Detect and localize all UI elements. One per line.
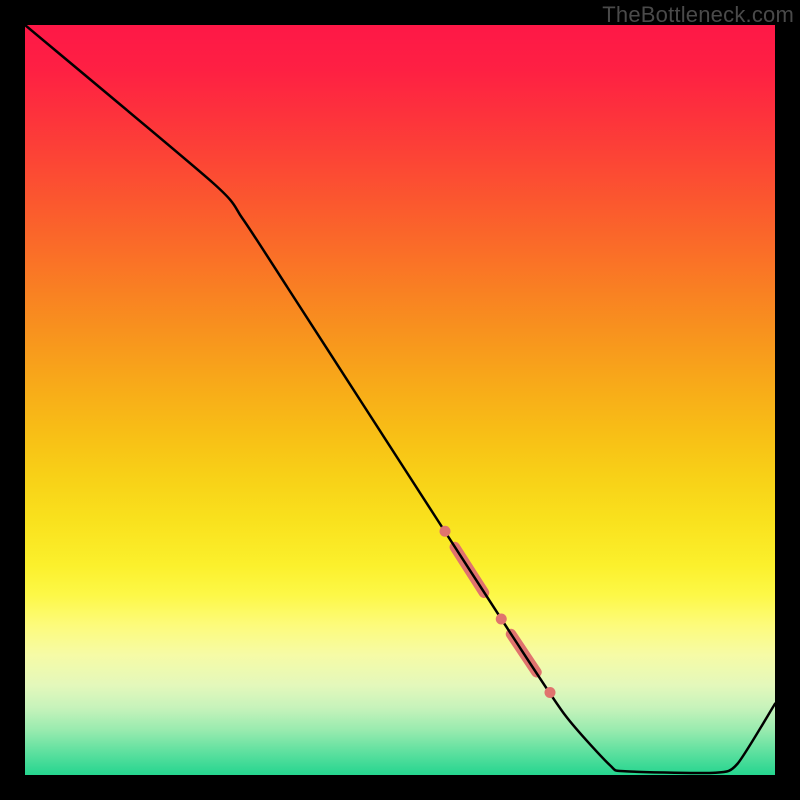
highlight-dot [545,687,556,698]
highlight-dot [440,526,451,537]
highlight-dot [496,614,507,625]
chart-container [25,25,775,775]
watermark-text: TheBottleneck.com [602,2,794,28]
chart-background [25,25,775,775]
bottleneck-line-chart [25,25,775,775]
